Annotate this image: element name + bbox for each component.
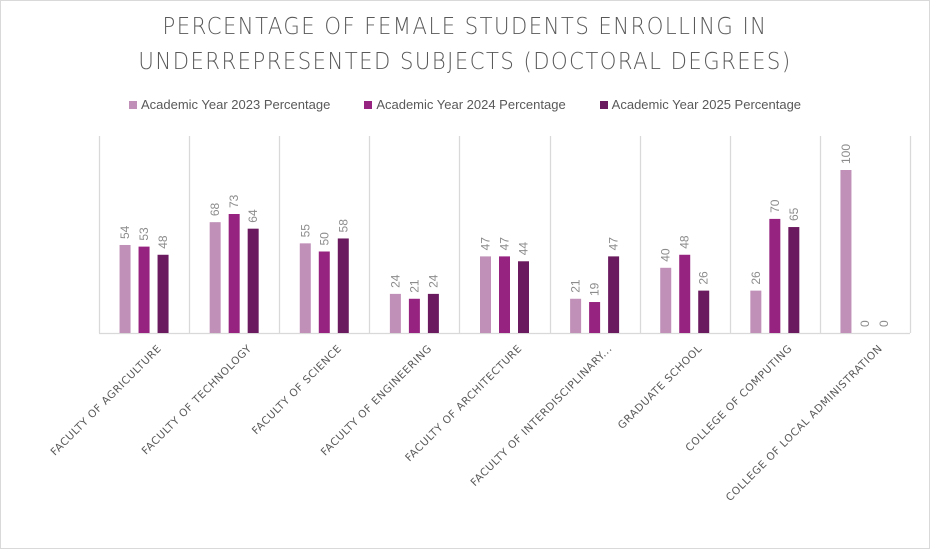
- data-label: 47: [479, 237, 493, 251]
- bar: [840, 170, 852, 333]
- legend-swatch-2023: [128, 100, 137, 109]
- legend-label-2024: Academic Year 2024 Percentage: [376, 97, 566, 112]
- bar: [119, 244, 131, 333]
- legend-swatch-2025: [599, 100, 608, 109]
- data-label: 47: [607, 237, 621, 251]
- bar: [389, 293, 401, 333]
- legend-item-2023[interactable]: Academic Year 2023 Percentage: [128, 97, 331, 112]
- bar: [750, 290, 762, 333]
- category-label: FACULTY OF INTERDISCIPLINARY...: [469, 343, 615, 489]
- data-label: 53: [137, 227, 151, 241]
- data-label: 24: [426, 274, 440, 288]
- data-label: 70: [768, 199, 782, 213]
- category-label: COLLEGE OF LOCAL ADMINISTRATION: [724, 343, 885, 504]
- bar: [138, 246, 150, 333]
- legend-label-2023: Academic Year 2023 Percentage: [140, 97, 331, 112]
- bar: [299, 243, 311, 333]
- legend-label-2025: Academic Year 2025 Percentage: [611, 97, 802, 112]
- legend-item-2024[interactable]: Academic Year 2024 Percentage: [364, 97, 566, 112]
- chart-title: PERCENTAGE OF FEMALE STUDENTS ENROLLING …: [37, 10, 893, 80]
- data-label: 100: [839, 144, 853, 164]
- data-label: 65: [787, 207, 801, 221]
- data-label: 54: [118, 225, 132, 239]
- chart-legend: Academic Year 2023 Percentage Academic Y…: [0, 97, 930, 112]
- bar: [228, 214, 240, 333]
- data-label: 48: [156, 235, 170, 249]
- bar: [157, 254, 169, 333]
- data-label: 64: [246, 209, 260, 223]
- data-label: 40: [659, 248, 673, 262]
- category-label: FACULTY OF TECHNOLOGY: [140, 343, 255, 458]
- bar: [337, 238, 349, 333]
- bar: [679, 254, 691, 333]
- bar: [660, 267, 672, 333]
- bar: [247, 228, 259, 333]
- bar: [408, 298, 420, 333]
- bar: [518, 261, 529, 333]
- bar: [480, 256, 491, 333]
- data-label: 68: [208, 202, 222, 216]
- bar: [788, 227, 800, 333]
- chart-title-line-1: PERCENTAGE OF FEMALE STUDENTS ENROLLING …: [162, 14, 768, 40]
- data-label: 58: [336, 219, 350, 233]
- category-label: GRADUATE SCHOOL: [616, 343, 705, 432]
- data-label: 47: [498, 237, 512, 251]
- data-label: 55: [298, 224, 312, 238]
- chart-title-line-2: UNDERREPRESENTED SUBJECTS (DOCTORAL DEGR…: [138, 49, 792, 75]
- bar: [698, 290, 710, 333]
- data-label: 26: [749, 271, 763, 285]
- data-label: 26: [697, 271, 711, 285]
- legend-swatch-2024: [364, 100, 373, 109]
- data-label: 73: [227, 194, 241, 208]
- data-label: 21: [407, 279, 421, 293]
- legend-item-2025[interactable]: Academic Year 2025 Percentage: [599, 97, 802, 112]
- category-label: COLLEGE OF COMPUTING: [683, 343, 795, 455]
- bar: [318, 251, 330, 333]
- data-label: 0: [877, 320, 891, 327]
- bar: [209, 222, 221, 333]
- data-label: 50: [317, 232, 331, 246]
- bar: [769, 218, 781, 333]
- bar: [570, 298, 582, 333]
- data-label: 24: [388, 274, 402, 288]
- data-label: 44: [517, 242, 531, 256]
- bar: [589, 302, 601, 333]
- data-label: 48: [678, 235, 692, 249]
- data-label: 0: [858, 320, 872, 327]
- category-label: FACULTY OF SCIENCE: [250, 343, 345, 438]
- data-label: 19: [588, 282, 602, 296]
- bar: [608, 256, 620, 333]
- bar: [427, 293, 439, 333]
- data-label: 21: [569, 279, 583, 293]
- bar: [499, 256, 510, 333]
